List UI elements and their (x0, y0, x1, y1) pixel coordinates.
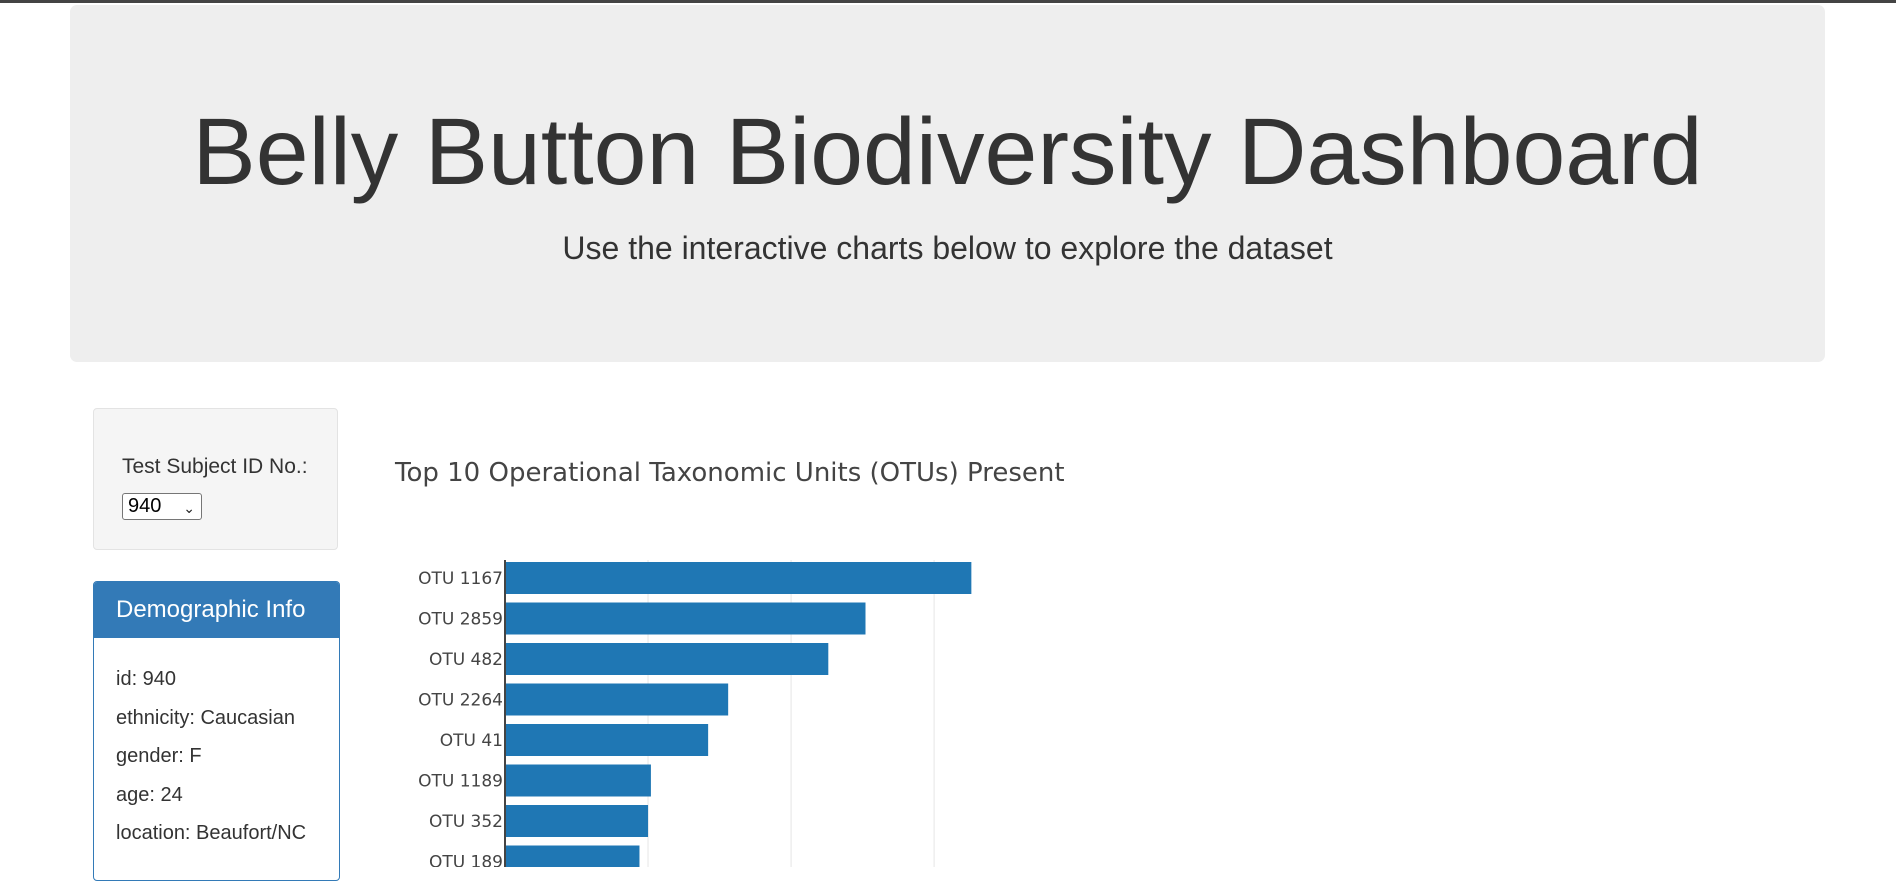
demographic-row-age: age: 24 (116, 783, 183, 806)
bar-otu-1189[interactable] (505, 764, 651, 797)
tick-label-otu-41: OTU 41 (440, 731, 503, 751)
top-border (0, 0, 1896, 3)
bar-otu-2264[interactable] (505, 683, 729, 716)
tick-label-otu-482: OTU 482 (429, 650, 503, 670)
subject-selector-panel: Test Subject ID No.: 940 ⌄ (93, 408, 338, 550)
bar-otu-41[interactable] (505, 724, 709, 756)
page-subtitle: Use the interactive charts below to expl… (562, 230, 1333, 266)
bar-otu-482[interactable] (505, 643, 829, 675)
bar-otu-189[interactable] (505, 845, 640, 868)
header-banner: Belly Button Biodiversity Dashboard Use … (70, 5, 1825, 362)
demographic-info-body: id: 940 ethnicity: Caucasian gender: F a… (94, 638, 339, 875)
tick-label-otu-2264: OTU 2264 (418, 691, 503, 711)
bar-otu-1167[interactable] (505, 562, 972, 594)
demographic-row-gender: gender: F (116, 745, 202, 767)
page-title: Belly Button Biodiversity Dashboard (192, 99, 1703, 205)
tick-label-otu-1167: OTU 1167 (418, 569, 503, 589)
subject-id-value: 940 (128, 495, 162, 517)
demographic-row-ethnicity: ethnicity: Caucasian (116, 706, 295, 729)
bar-chart-title: Top 10 Operational Taxonomic Units (OTUs… (395, 458, 1065, 488)
bar-otu-2859[interactable] (505, 602, 866, 635)
tick-label-otu-352: OTU 352 (429, 812, 503, 832)
bar-otu-352[interactable] (505, 805, 649, 837)
subject-id-label: Test Subject ID No.: (122, 455, 308, 478)
demographic-info-heading: Demographic Info (94, 582, 339, 638)
tick-label-otu-2859: OTU 2859 (418, 610, 503, 630)
tick-label-otu-189: OTU 189 (429, 853, 503, 868)
demographic-info-panel: Demographic Info id: 940 ethnicity: Cauc… (93, 581, 340, 881)
demographic-row-id: id: 940 (116, 668, 177, 690)
tick-label-otu-1189: OTU 1189 (418, 772, 503, 792)
subject-id-select[interactable]: 940 ⌄ (122, 493, 202, 520)
chevron-down-icon: ⌄ (183, 500, 195, 516)
demographic-row-location: location: Beaufort/NC (116, 822, 307, 844)
